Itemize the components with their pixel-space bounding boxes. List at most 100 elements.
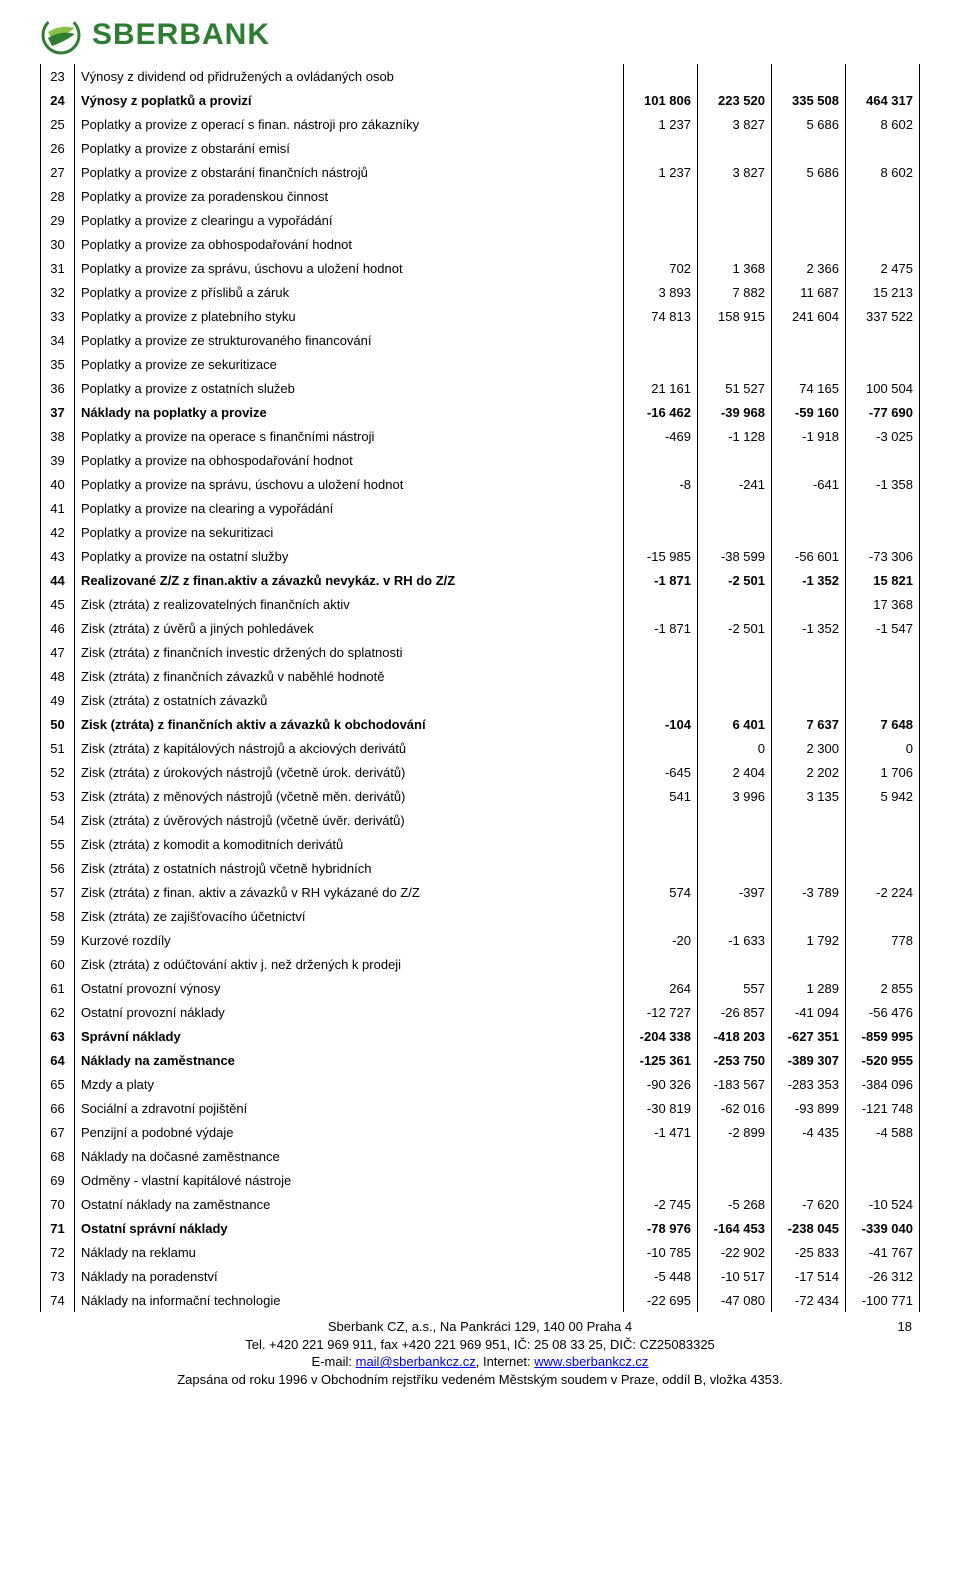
row-number: 73	[41, 1264, 75, 1288]
row-number: 63	[41, 1024, 75, 1048]
row-value	[698, 208, 772, 232]
row-number: 45	[41, 592, 75, 616]
table-row: 26Poplatky a provize z obstarání emisí	[41, 136, 920, 160]
footer-line-1: Sberbank CZ, a.s., Na Pankráci 129, 140 …	[40, 1318, 920, 1336]
row-value	[698, 520, 772, 544]
footer-line-4: Zapsána od roku 1996 v Obchodním rejstří…	[40, 1371, 920, 1389]
row-value	[772, 184, 846, 208]
row-description: Výnosy z dividend od přidružených a ovlá…	[75, 64, 624, 88]
row-value	[846, 496, 920, 520]
row-value: -59 160	[772, 400, 846, 424]
table-row: 52Zisk (ztráta) z úrokových nástrojů (vč…	[41, 760, 920, 784]
row-value	[624, 856, 698, 880]
row-value: -73 306	[846, 544, 920, 568]
row-description: Poplatky a provize ze sekuritizace	[75, 352, 624, 376]
row-value	[698, 592, 772, 616]
row-description: Poplatky a provize na obhospodařování ho…	[75, 448, 624, 472]
row-value	[846, 904, 920, 928]
row-description: Ostatní náklady na zaměstnance	[75, 1192, 624, 1216]
row-number: 31	[41, 256, 75, 280]
row-number: 60	[41, 952, 75, 976]
row-value: -1 352	[772, 568, 846, 592]
row-value	[846, 136, 920, 160]
row-value	[698, 808, 772, 832]
footer-line-3: E-mail: mail@sberbankcz.cz, Internet: ww…	[40, 1353, 920, 1371]
row-value: 51 527	[698, 376, 772, 400]
row-value	[772, 352, 846, 376]
row-number: 39	[41, 448, 75, 472]
row-value: -339 040	[846, 1216, 920, 1240]
row-description: Poplatky a provize z operací s finan. ná…	[75, 112, 624, 136]
row-number: 36	[41, 376, 75, 400]
row-value: -520 955	[846, 1048, 920, 1072]
row-description: Zisk (ztráta) z finančních aktiv a závaz…	[75, 712, 624, 736]
row-value	[846, 832, 920, 856]
row-value: 557	[698, 976, 772, 1000]
row-value	[624, 1144, 698, 1168]
table-row: 55Zisk (ztráta) z komodit a komoditních …	[41, 832, 920, 856]
row-value: -241	[698, 472, 772, 496]
row-description: Zisk (ztráta) z finančních závazků v nab…	[75, 664, 624, 688]
table-row: 65Mzdy a platy-90 326-183 567-283 353-38…	[41, 1072, 920, 1096]
row-value	[624, 136, 698, 160]
table-row: 32Poplatky a provize z příslibů a záruk3…	[41, 280, 920, 304]
row-value	[846, 1168, 920, 1192]
row-value	[698, 136, 772, 160]
row-value: 7 648	[846, 712, 920, 736]
row-description: Zisk (ztráta) z ostatních nástrojů včetn…	[75, 856, 624, 880]
table-row: 37Náklady na poplatky a provize-16 462-3…	[41, 400, 920, 424]
row-value: 3 893	[624, 280, 698, 304]
row-value: -389 307	[772, 1048, 846, 1072]
row-value: 8 602	[846, 160, 920, 184]
financial-table-container: 23Výnosy z dividend od přidružených a ov…	[0, 64, 960, 1312]
table-row: 66Sociální a zdravotní pojištění-30 819-…	[41, 1096, 920, 1120]
row-value: -12 727	[624, 1000, 698, 1024]
row-value	[772, 520, 846, 544]
row-value: -56 601	[772, 544, 846, 568]
row-value: -72 434	[772, 1288, 846, 1312]
row-number: 55	[41, 832, 75, 856]
row-description: Poplatky a provize z clearingu a vypořád…	[75, 208, 624, 232]
row-description: Náklady na poradenství	[75, 1264, 624, 1288]
row-value: 2 366	[772, 256, 846, 280]
row-value	[698, 448, 772, 472]
row-number: 30	[41, 232, 75, 256]
row-value	[772, 328, 846, 352]
row-description: Zisk (ztráta) z měnových nástrojů (včetn…	[75, 784, 624, 808]
row-value: -26 312	[846, 1264, 920, 1288]
row-description: Zisk (ztráta) z realizovatelných finančn…	[75, 592, 624, 616]
row-value	[846, 448, 920, 472]
table-row: 24Výnosy z poplatků a provizí101 806223 …	[41, 88, 920, 112]
row-value: 3 996	[698, 784, 772, 808]
row-value: 5 686	[772, 160, 846, 184]
row-value: -20	[624, 928, 698, 952]
row-value: 17 368	[846, 592, 920, 616]
row-value	[624, 208, 698, 232]
row-value: 2 300	[772, 736, 846, 760]
row-description: Poplatky a provize na sekuritizaci	[75, 520, 624, 544]
row-number: 66	[41, 1096, 75, 1120]
table-row: 67Penzijní a podobné výdaje-1 471-2 899-…	[41, 1120, 920, 1144]
row-value	[772, 904, 846, 928]
row-number: 48	[41, 664, 75, 688]
row-description: Poplatky a provize ze strukturovaného fi…	[75, 328, 624, 352]
email-link[interactable]: mail@sberbankcz.cz	[356, 1354, 476, 1369]
row-number: 24	[41, 88, 75, 112]
table-row: 31Poplatky a provize za správu, úschovu …	[41, 256, 920, 280]
website-link[interactable]: www.sberbankcz.cz	[534, 1354, 648, 1369]
table-row: 51Zisk (ztráta) z kapitálových nástrojů …	[41, 736, 920, 760]
row-description: Penzijní a podobné výdaje	[75, 1120, 624, 1144]
row-description: Zisk (ztráta) z finančních investic drže…	[75, 640, 624, 664]
row-value	[698, 832, 772, 856]
row-value: 7 637	[772, 712, 846, 736]
row-value	[698, 328, 772, 352]
row-description: Ostatní provozní náklady	[75, 1000, 624, 1024]
row-value: -1 633	[698, 928, 772, 952]
row-value	[772, 952, 846, 976]
row-description: Náklady na informační technologie	[75, 1288, 624, 1312]
table-row: 38Poplatky a provize na operace s finanč…	[41, 424, 920, 448]
row-value: -164 453	[698, 1216, 772, 1240]
row-value: 7 882	[698, 280, 772, 304]
row-value	[772, 496, 846, 520]
row-value: -1 871	[624, 568, 698, 592]
